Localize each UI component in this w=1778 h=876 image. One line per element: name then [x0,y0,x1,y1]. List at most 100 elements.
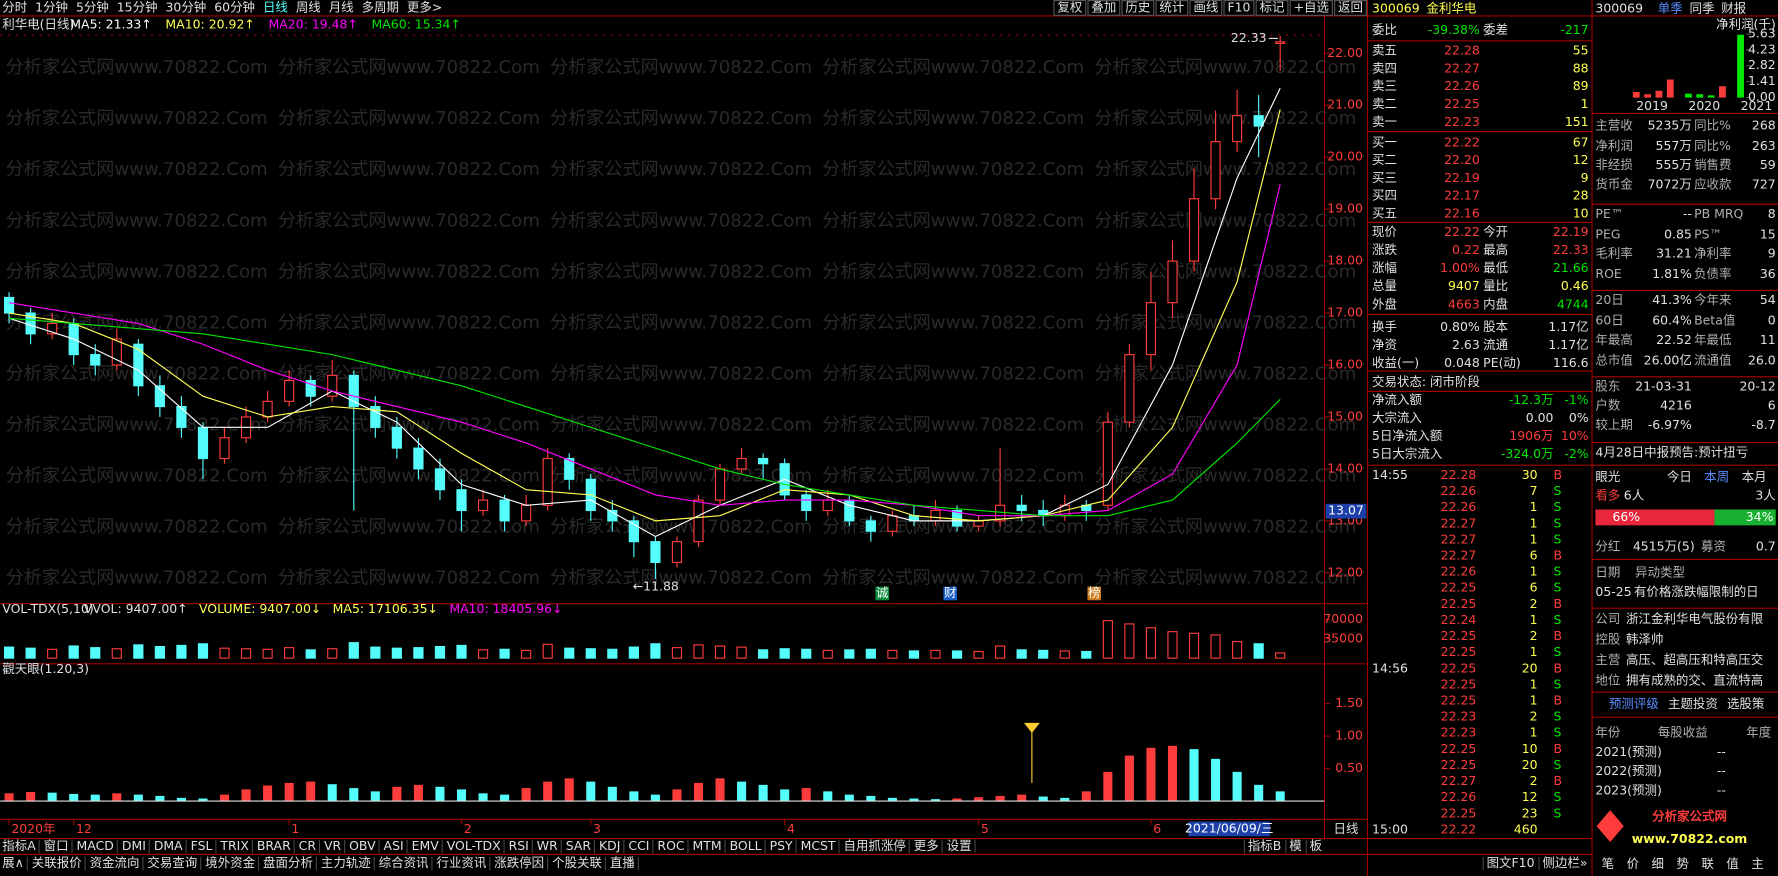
indicator-tab[interactable]: CR [299,838,317,853]
side-tab[interactable]: 值 [1726,856,1738,871]
fin-tab[interactable]: 单季 [1658,1,1683,16]
toolbar-tab[interactable]: 1分钟 [35,0,68,14]
toolbar-button[interactable]: 复权 [1057,0,1082,14]
indicator-tab[interactable]: VOL-TDX [447,838,501,853]
toolbar-button[interactable]: 统计 [1159,0,1184,14]
toolbar-tab[interactable]: 更多> [407,0,442,14]
info-tab[interactable]: 行业资讯 [436,855,486,870]
indicator-tab[interactable]: 自用抓涨停 [843,838,905,853]
trade-time: 14:55 [1372,467,1408,482]
indicator-bar [133,794,143,802]
forecast-tab[interactable]: 预测评级 [1609,696,1659,711]
indicator-tab[interactable]: MCST [801,838,836,853]
info-tab[interactable]: 关联报价 [32,855,82,870]
indicator-tab[interactable]: MACD [77,838,114,853]
indicator-tab[interactable]: 更多 [914,838,939,853]
volume-bar [628,646,639,659]
indicator-tab[interactable]: 板 [1310,838,1323,853]
fin-tab[interactable]: 同季 [1690,1,1715,16]
toolbar-tab[interactable]: 5分钟 [76,0,109,14]
indicator-tab[interactable]: OBV [349,838,376,853]
watermark: 分析家公式网www.70822.Com [1094,466,1356,487]
indicator-tab[interactable]: SAR [566,838,592,853]
sentiment-tab[interactable]: 本周 [1704,469,1729,484]
info-tab[interactable]: 盘面分析 [263,855,313,870]
toolbar-tab[interactable]: 15分钟 [117,0,158,14]
toolbar-button[interactable]: 叠加 [1091,0,1116,14]
toolbar-tab[interactable]: 60分钟 [214,0,255,14]
indicator-tab[interactable]: DMI [122,838,146,853]
indicator-tab[interactable]: FSL [191,838,213,853]
indicator-tab[interactable]: BOLL [730,838,762,853]
info-tab[interactable]: 境外资金 [205,855,255,870]
watermark: 分析家公式网www.70822.Com [6,159,268,180]
indicator-tab[interactable]: EMV [412,838,440,853]
info-tab[interactable]: 图文F10 [1487,855,1535,870]
toolbar-tab[interactable]: 30分钟 [165,0,206,14]
candle-body [714,468,726,501]
volume-bar [3,646,15,659]
info-tab[interactable]: 个股关联 [552,855,602,870]
indicator-tab[interactable]: CCI [628,838,649,853]
low-label: ←11.88 [633,578,679,593]
fin-value: 6 [1768,398,1776,413]
forecast-tab[interactable]: 主题投资 [1668,696,1718,711]
toolbar-button[interactable]: +自选 [1294,0,1330,14]
candle-body [607,509,618,522]
info-tab[interactable]: 直播 [610,855,635,870]
forecast-tab[interactable]: 选股策 [1727,696,1765,711]
indicator-tab[interactable]: BRAR [257,838,291,853]
info-tab[interactable]: 主力轨迹 [321,855,371,870]
volume-bar [1188,632,1200,659]
indicator-tab[interactable]: KDJ [599,838,620,853]
side-tab[interactable]: 笔 [1602,856,1614,871]
side-tab[interactable]: 主 [1751,856,1763,871]
indicator-tab[interactable]: ASI [384,838,404,853]
toolbar-tab[interactable]: 月线 [329,0,354,14]
indicator-tab[interactable]: RSI [509,838,529,853]
indicator-tab[interactable]: WR [537,838,558,853]
profit-bar [1685,93,1692,98]
info-tab[interactable]: 综合资讯 [379,855,429,870]
fin-tab[interactable]: 财报 [1721,1,1746,16]
indicator-tab[interactable]: VR [324,838,342,853]
toolbar-button[interactable]: 标记 [1260,0,1285,14]
indicator-tab[interactable]: 指标A [2,838,36,853]
toolbar-tab[interactable]: 分时 [2,0,27,14]
sentiment-tab[interactable]: 今日 [1667,469,1692,484]
side-tab[interactable]: 价 [1627,856,1640,871]
indicator-tab[interactable]: ROC [657,838,684,853]
toolbar-button[interactable]: 画线 [1193,0,1218,14]
fin-label: 净利率 [1694,246,1731,261]
candle-body [973,520,984,527]
toolbar-button[interactable]: 历史 [1125,0,1150,14]
toolbar-button[interactable]: 返回 [1338,0,1363,14]
volume-bar [650,643,661,659]
indicator-tab[interactable]: 窗口 [44,838,69,853]
side-tab[interactable]: 联 [1701,856,1714,871]
toolbar-tab[interactable]: 日线 [263,0,288,14]
sentiment-tab[interactable]: 本月 [1742,469,1767,484]
info-tab[interactable]: 交易查询 [147,855,197,870]
indicator-tab[interactable]: PSY [770,838,793,853]
indicator-tab[interactable]: DMA [154,838,183,853]
side-tab[interactable]: 细 [1652,856,1664,871]
toolbar-tab[interactable]: 多周期 [362,0,399,14]
fin-value: 555万 [1656,157,1692,172]
indicator-tab[interactable]: TRIX [219,838,249,853]
indicator-tab[interactable]: 指标B [1248,838,1281,853]
toolbar-button[interactable]: F10 [1227,0,1250,14]
volume-bar [1102,620,1113,659]
side-tab[interactable]: 势 [1677,856,1689,871]
info-tab[interactable]: 展∧ [2,855,24,870]
toolbar-tab[interactable]: 周线 [296,0,321,14]
indicator-tab[interactable]: MTM [693,838,722,853]
volume-bar [370,646,381,659]
indicator-tab[interactable]: 设置 [947,838,972,853]
info-tab[interactable]: 涨跌停因 [494,855,544,870]
candle-body [305,380,316,397]
info-tab[interactable]: 侧边栏» [1542,855,1587,870]
info-tab[interactable]: 资金流向 [90,855,140,870]
volume-bar [391,647,402,659]
indicator-tab[interactable]: 模 [1289,838,1302,853]
